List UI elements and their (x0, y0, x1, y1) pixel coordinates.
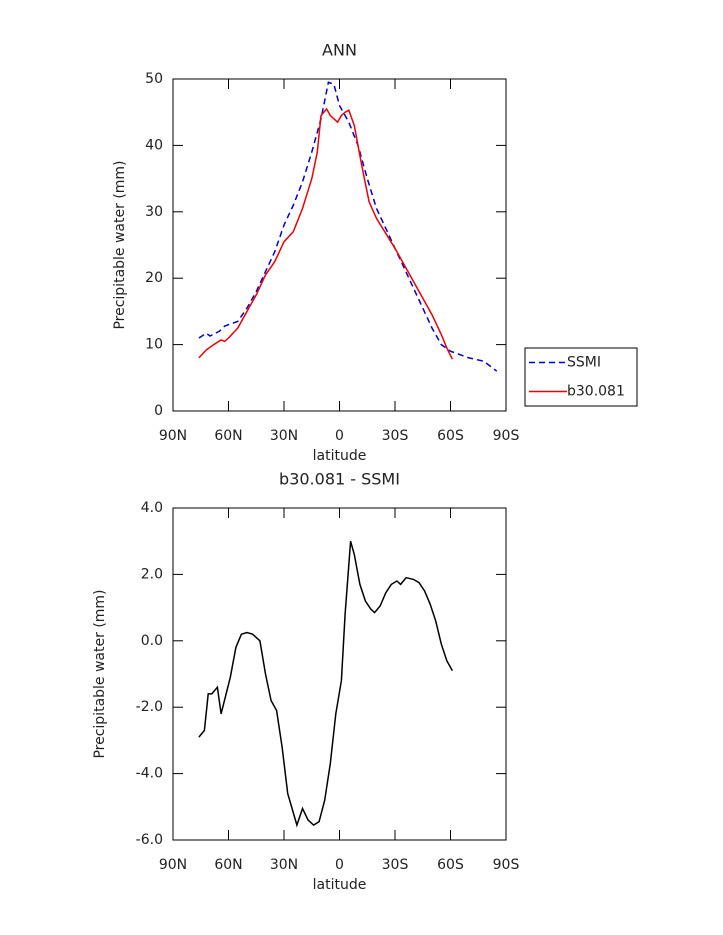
x-tick-label: 60N (214, 428, 242, 444)
x-tick-label: 0 (335, 857, 344, 873)
x-tick-label: 30S (382, 428, 409, 444)
x-tick-label: 30N (270, 857, 298, 873)
x-tick-label: 60N (214, 857, 242, 873)
legend-label: b30.081 (567, 384, 625, 400)
legend-label: SSMI (567, 355, 601, 371)
plot-frame (172, 78, 507, 412)
y-tick-label: 10 (145, 337, 163, 353)
x-tick-label: 30S (382, 857, 409, 873)
plot-frame (172, 507, 507, 841)
x-tick-label: 30N (270, 428, 298, 444)
y-tick-label: 40 (145, 137, 163, 153)
chart-title: ANN (322, 41, 357, 60)
x-axis-label: latitude (313, 877, 367, 893)
y-tick-label: -2.0 (136, 699, 163, 715)
x-tick-label: 90N (159, 857, 187, 873)
data-line (198, 107, 454, 360)
x-tick-label: 0 (335, 428, 344, 444)
x-axis-label: latitude (313, 448, 367, 464)
y-tick-label: -6.0 (136, 832, 163, 848)
data-line (198, 540, 454, 828)
y-tick-label: 0.0 (141, 633, 163, 649)
legend-box (524, 347, 638, 407)
x-tick-label: 60S (437, 857, 464, 873)
y-tick-label: 2.0 (141, 566, 163, 582)
y-axis-label: Precipitable water (mm) (92, 589, 108, 758)
y-tick-label: 50 (145, 71, 163, 87)
x-tick-label: 90S (493, 857, 520, 873)
y-tick-label: -4.0 (136, 766, 163, 782)
x-tick-label: 60S (437, 428, 464, 444)
x-tick-label: 90S (493, 428, 520, 444)
x-tick-label: 90N (159, 428, 187, 444)
y-tick-label: 4.0 (141, 500, 163, 516)
data-line (198, 81, 498, 372)
y-tick-label: 30 (145, 204, 163, 220)
y-tick-label: 20 (145, 270, 163, 286)
chart-title: b30.081 - SSMI (279, 470, 400, 489)
y-tick-label: 0 (154, 403, 163, 419)
y-axis-label: Precipitable water (mm) (112, 160, 128, 329)
